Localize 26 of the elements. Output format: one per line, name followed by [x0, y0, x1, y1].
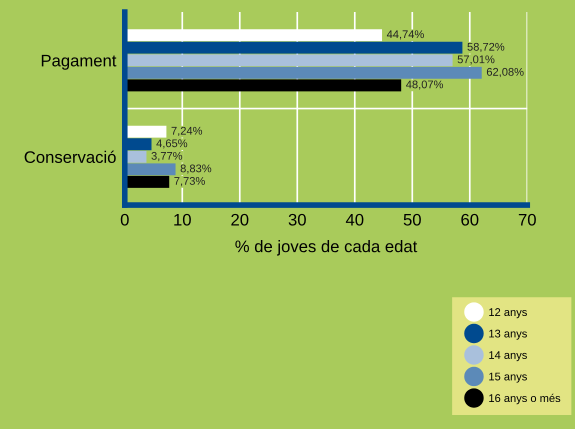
x-tick-label: 0: [120, 214, 129, 226]
x-tick-label: 50: [404, 214, 421, 226]
x-tick-label: 10: [174, 214, 191, 226]
data-label: 4,65%: [156, 139, 188, 149]
data-label: 3,77%: [151, 152, 182, 162]
data-label: 48,07%: [406, 80, 444, 90]
legend-label: 15 anys: [489, 372, 527, 383]
data-label: 62,08%: [486, 68, 524, 78]
x-tick-label: 20: [231, 214, 248, 226]
x-tick-label: 30: [288, 214, 306, 226]
legend-label: 12 anys: [489, 308, 527, 318]
x-axis-title: % de joves de cada edat: [235, 240, 418, 256]
data-label: 57,01%: [458, 55, 494, 65]
x-tick-label: 40: [346, 214, 364, 226]
data-label: 8,83%: [180, 164, 212, 174]
data-label: 7,24%: [172, 126, 202, 136]
data-label: 44,74%: [386, 30, 424, 40]
legend-label: 13 anys: [489, 330, 527, 340]
x-tick-label: 70: [518, 214, 536, 226]
y-tick-label: Pagament: [42, 54, 116, 70]
y-tick-label: Conservació: [24, 150, 116, 164]
legend-label: 14 anys: [489, 351, 527, 362]
data-label: 7,73%: [174, 177, 205, 186]
legend-label: 16 anys o més: [489, 394, 560, 404]
data-label: 58,72%: [467, 42, 504, 52]
x-tick-label: 60: [461, 214, 478, 226]
